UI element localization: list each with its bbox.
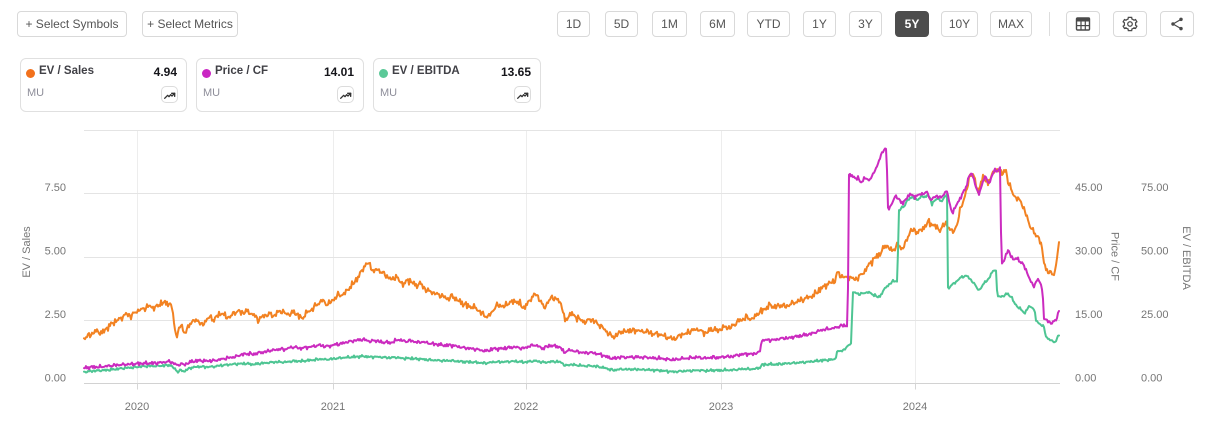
svg-text:50.00: 50.00 (1141, 246, 1169, 258)
svg-text:45.00: 45.00 (1075, 182, 1103, 194)
svg-text:Price / CF: Price / CF (1109, 232, 1121, 281)
svg-text:15.00: 15.00 (1075, 309, 1103, 321)
svg-text:0.00: 0.00 (1075, 372, 1096, 384)
svg-text:2021: 2021 (321, 401, 345, 413)
svg-text:75.00: 75.00 (1141, 182, 1169, 194)
svg-text:2020: 2020 (125, 401, 149, 413)
svg-text:2024: 2024 (903, 401, 927, 413)
svg-text:5.00: 5.00 (45, 246, 66, 258)
svg-text:2022: 2022 (514, 401, 538, 413)
svg-text:2023: 2023 (709, 401, 733, 413)
svg-text:EV / EBITDA: EV / EBITDA (1180, 226, 1192, 290)
svg-text:0.00: 0.00 (45, 372, 66, 384)
svg-text:0.00: 0.00 (1141, 372, 1162, 384)
svg-text:2.50: 2.50 (45, 309, 66, 321)
svg-text:30.00: 30.00 (1075, 246, 1103, 258)
svg-text:7.50: 7.50 (45, 182, 66, 194)
svg-text:EV / Sales: EV / Sales (21, 226, 33, 278)
svg-text:25.00: 25.00 (1141, 309, 1169, 321)
